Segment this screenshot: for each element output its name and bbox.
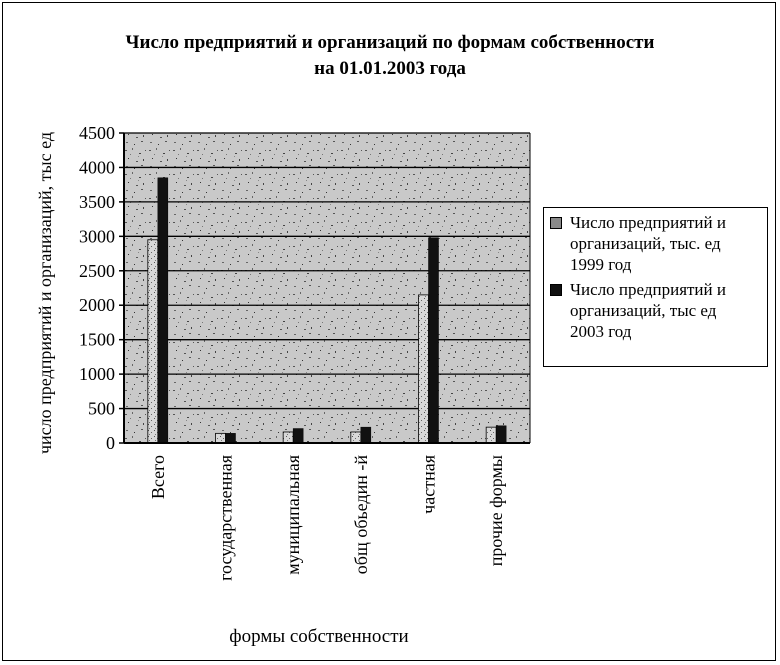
y-tick-label-7: 3500 xyxy=(79,192,115,212)
y-tick-label-1: 500 xyxy=(88,399,115,419)
chart-title-line2: на 01.01.2003 года xyxy=(314,58,466,79)
bar-1999-4 xyxy=(418,294,429,444)
legend-swatch-2003 xyxy=(550,284,562,296)
legend-label-2003-line2: организаций, тыс ед xyxy=(570,301,717,320)
legend-label-1999-line2: организаций, тыс. ед xyxy=(570,234,721,253)
bar-2003-4 xyxy=(428,237,439,444)
legend-item-2003: Число предприятий и организаций, тыс ед … xyxy=(550,279,763,342)
x-tick-label-1: государственная xyxy=(216,455,236,581)
bar-1999-5 xyxy=(485,426,497,444)
plot-background xyxy=(124,133,530,443)
x-tick-label-0: Всего xyxy=(148,455,168,499)
y-tick-label-3: 1500 xyxy=(79,330,115,350)
legend-swatch-1999 xyxy=(550,217,562,229)
bar-1999-3 xyxy=(350,431,362,444)
y-tick-label-8: 4000 xyxy=(79,157,115,177)
legend: Число предприятий и организаций, тыс. ед… xyxy=(543,207,768,367)
y-tick-label-4: 2000 xyxy=(79,295,115,315)
x-tick-label-5: прочие формы xyxy=(486,455,506,566)
chart-title-line1: Число предприятий и организаций по форма… xyxy=(125,32,655,53)
y-tick-label-9: 4500 xyxy=(79,123,115,143)
x-tick-labels: Всего государственная муниципальная общ обь… xyxy=(148,455,506,581)
y-tick-labels: 0 500 1000 1500 2000 2500 3000 3500 4000 4500 xyxy=(79,123,124,453)
legend-label-1999-line3: 1999 год xyxy=(570,255,632,274)
legend-label-1999-line1: Число предприятий и xyxy=(570,213,726,232)
x-tick-label-2: муниципальная xyxy=(283,455,303,575)
legend-item-1999: Число предприятий и организаций, тыс. ед… xyxy=(550,212,763,275)
bar-2003-0 xyxy=(157,177,169,444)
bar-1999-2 xyxy=(282,431,294,444)
legend-label-2003-line1: Число предприятий и xyxy=(570,280,726,299)
bar-2003-5 xyxy=(495,425,507,444)
legend-label-2003-line3: 2003 год xyxy=(570,322,632,341)
y-tick-label-5: 2500 xyxy=(79,261,115,281)
plot-area xyxy=(124,133,530,443)
bar-2003-2 xyxy=(292,428,304,444)
axes xyxy=(123,132,531,444)
y-axis-label: число предприятий и организаций, тыс ед xyxy=(35,132,55,454)
y-tick-label-6: 3000 xyxy=(79,226,115,246)
x-tick-label-4: частная xyxy=(419,455,439,514)
x-tick-label-3: общ обьедин -й xyxy=(351,455,371,575)
y-tick-label-0: 0 xyxy=(106,433,115,453)
x-axis-label: формы собственности xyxy=(229,626,408,647)
bar-1999-1 xyxy=(215,432,226,444)
bar-2003-1 xyxy=(225,433,236,444)
bar-1999-0 xyxy=(147,239,159,444)
y-tick-label-2: 1000 xyxy=(79,364,115,384)
gridlines xyxy=(124,132,530,410)
chart-plot: 0 500 1000 1500 2000 2500 3000 3500 4000 4500 Все… xyxy=(35,123,531,647)
bar-2003-3 xyxy=(360,426,372,444)
